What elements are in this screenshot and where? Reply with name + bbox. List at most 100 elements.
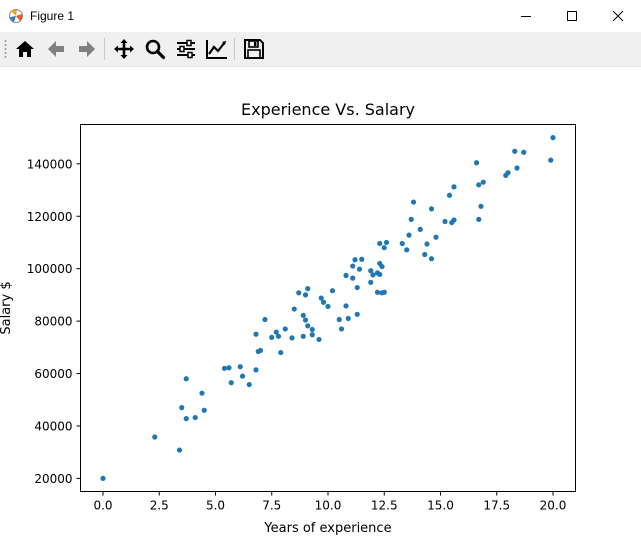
data-point (309, 326, 315, 333)
window-titlebar: Figure 1 (0, 0, 641, 32)
data-point (480, 179, 486, 185)
data-point (512, 148, 518, 154)
data-point (291, 306, 297, 312)
data-point (350, 263, 356, 269)
data-point (320, 299, 327, 305)
data-point (192, 414, 198, 421)
data-point (338, 326, 345, 332)
toolbar-separator (104, 38, 105, 60)
save-button[interactable] (241, 36, 267, 62)
data-point (336, 316, 342, 323)
data-point (379, 263, 385, 270)
data-point (408, 216, 414, 222)
close-button[interactable] (595, 0, 641, 32)
data-point (350, 275, 356, 281)
data-point (316, 336, 322, 343)
data-point (176, 447, 183, 453)
data-point (478, 203, 484, 209)
data-point (289, 335, 295, 341)
minimize-button[interactable] (503, 0, 549, 32)
data-point (550, 135, 556, 141)
edit-axis-icon (206, 40, 227, 59)
x-tick-label: 7.5 (262, 499, 281, 513)
y-tick-label: 20000 (34, 472, 72, 486)
y-ticks: 20000 40000 60000 80000 100000 120000 140000 (27, 157, 81, 486)
forward-arrow-icon (79, 41, 95, 57)
data-point (302, 317, 309, 323)
chart-title: Experience Vs. Salary (241, 100, 415, 119)
data-point (368, 279, 374, 285)
data-point (521, 149, 527, 155)
data-point (354, 284, 360, 291)
data-point (374, 289, 381, 295)
data-point (239, 373, 246, 379)
edit-axis-button[interactable] (204, 36, 230, 62)
configure-subplots-button[interactable] (173, 36, 199, 62)
home-button[interactable] (12, 36, 38, 62)
back-button[interactable] (43, 36, 69, 62)
x-tick-label: 20.0 (540, 499, 567, 513)
figure-canvas[interactable]: Experience Vs. Salary 0.0 2.5 5.0 7.5 10.0 12… (0, 67, 641, 541)
pan-button[interactable] (111, 36, 137, 62)
data-point (318, 295, 324, 301)
forward-button[interactable] (74, 36, 100, 62)
data-point (370, 272, 376, 278)
data-point (257, 347, 264, 354)
x-axis-label: Years of experience (263, 521, 391, 536)
data-point (269, 334, 275, 340)
data-point (428, 206, 435, 212)
window-title: Figure 1 (30, 9, 75, 23)
data-point (246, 381, 252, 388)
data-point (424, 241, 430, 247)
data-point (228, 380, 234, 386)
y-tick-label: 120000 (27, 210, 73, 224)
x-tick-label: 5.0 (206, 499, 225, 513)
data-point (433, 234, 439, 240)
close-icon (612, 10, 624, 22)
data-point (377, 271, 383, 278)
data-point (152, 434, 158, 440)
data-point (381, 245, 387, 251)
data-point (476, 182, 482, 188)
data-point (383, 239, 390, 246)
zoom-button[interactable] (142, 36, 168, 62)
x-tick-label: 2.5 (150, 499, 169, 513)
data-point (226, 365, 232, 371)
data-point (183, 376, 189, 382)
x-tick-label: 0.0 (93, 499, 112, 513)
data-point (275, 333, 282, 339)
data-point (305, 286, 311, 292)
data-point (329, 288, 336, 294)
data-point (428, 256, 435, 262)
data-point (381, 289, 387, 295)
data-point (278, 349, 284, 356)
minimize-icon (521, 16, 531, 17)
data-point (473, 160, 480, 166)
data-point (406, 232, 412, 238)
zoom-icon (145, 39, 166, 60)
data-point (305, 323, 311, 329)
data-point (399, 240, 405, 247)
data-point (179, 405, 185, 411)
data-point (199, 390, 205, 396)
toolbar-grip-icon[interactable] (4, 39, 7, 61)
data-point (548, 157, 554, 163)
data-point (345, 315, 351, 322)
data-point (343, 303, 349, 309)
data-point (451, 217, 457, 223)
maximize-button[interactable] (549, 0, 595, 32)
maximize-icon (567, 11, 577, 21)
matplotlib-app-icon (8, 8, 24, 24)
data-point (356, 266, 363, 272)
data-point (300, 312, 306, 318)
y-tick-label: 140000 (27, 157, 73, 171)
data-point (253, 331, 259, 337)
data-point (359, 256, 365, 262)
home-icon (16, 41, 34, 57)
data-point (253, 367, 259, 373)
data-point (514, 165, 520, 171)
data-point (422, 251, 428, 258)
data-point (410, 199, 417, 205)
data-point (309, 332, 315, 338)
data-point (404, 247, 410, 253)
